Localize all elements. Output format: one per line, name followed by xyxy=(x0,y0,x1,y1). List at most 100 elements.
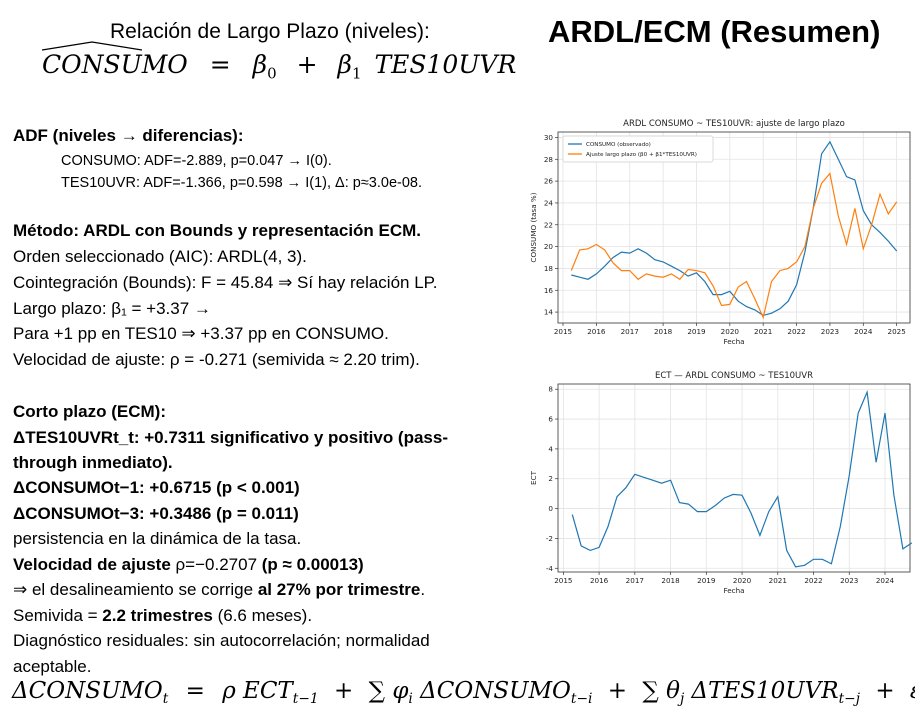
x-tick-label: 2021 xyxy=(754,327,772,336)
ecm-plus-3: + xyxy=(875,678,895,704)
hat-accent-icon xyxy=(42,41,142,51)
y-tick-label: 28 xyxy=(544,155,554,164)
y-tick-label: 0 xyxy=(548,504,553,513)
diagnostics-line: Diagnóstico residuales: sin autocorrelac… xyxy=(13,631,430,650)
ecm-lhs: ΔCONSUMO xyxy=(12,678,163,704)
ecm-ect-subscript: t−1 xyxy=(292,690,319,707)
ecm-theta: θ xyxy=(666,678,680,704)
x-axis-label: Fecha xyxy=(723,337,744,346)
halflife-months: (6.6 meses). xyxy=(212,606,313,625)
halflife-label: Semivida = xyxy=(13,606,103,625)
x-tick-label: 2022 xyxy=(804,576,822,585)
x-tick-label: 2020 xyxy=(721,327,740,336)
short-run-halflife-line: Semivida = 2.2 trimestres (6.6 meses). xyxy=(13,605,312,627)
equals-sign: = xyxy=(209,50,231,79)
adf-line-tes10uvr: TES10UVR: ADF=-1.366, p=0.598 → I(1), Δ:… xyxy=(61,175,422,191)
x-tick-label: 2025 xyxy=(888,327,906,336)
legend-label: Ajuste largo plazo (β0 + β1*TES10UVR) xyxy=(586,152,697,158)
y-tick-label: 18 xyxy=(544,264,554,273)
ecm-phi-subscript: i xyxy=(408,690,413,707)
ecm-equals: = xyxy=(185,678,205,704)
y-tick-label: 6 xyxy=(548,415,553,424)
halflife-value: 2.2 trimestres xyxy=(102,606,213,625)
method-title: Método: ARDL con Bounds y representación… xyxy=(13,221,422,240)
method-line-interpretation: Para +1 pp en TES10 ⇒ +3.37 pp en CONSUM… xyxy=(13,324,389,343)
adf-line-consumo: CONSUMO: ADF=-2.889, p=0.047 → I(0). xyxy=(61,153,332,169)
ecm-phi: φ xyxy=(392,678,409,704)
series-line-2 xyxy=(570,172,898,320)
x-tick-label: 2022 xyxy=(787,327,805,336)
plus-sign: + xyxy=(296,50,318,79)
ecm-dconsumo: ΔCONSUMO xyxy=(420,678,571,704)
adf-title: ADF (niveles → diferencias): xyxy=(13,126,244,145)
y-tick-label: 26 xyxy=(544,177,554,186)
correction-text: ⇒ el desalineamiento se corrige xyxy=(13,580,258,599)
x-tick-label: 2024 xyxy=(854,327,873,336)
method-line-longrun: Largo plazo: β₁ = +3.37 → xyxy=(13,299,211,318)
short-run-consumo-lag1: ΔCONSUMOt−1: +0.6715 (p < 0.001) xyxy=(13,478,300,497)
plot-frame xyxy=(557,383,911,573)
beta0-symbol: β xyxy=(252,50,268,79)
x-tick-label: 2021 xyxy=(769,576,787,585)
tes10uvr-symbol: TES10UVR xyxy=(374,50,517,79)
x-tick-label: 2017 xyxy=(621,327,639,336)
longrun-fit-chart: ARDL CONSUMO ~ TES10UVR: ajuste de largo… xyxy=(529,119,911,346)
x-tick-label: 2023 xyxy=(821,327,839,336)
y-tick-label: 22 xyxy=(544,220,553,229)
x-tick-label: 2015 xyxy=(554,576,572,585)
short-run-title: Corto plazo (ECM): xyxy=(13,402,166,421)
beta0-subscript: 0 xyxy=(267,64,277,83)
speed-pvalue: (p ≈ 0.00013) xyxy=(261,555,364,574)
y-tick-label: 20 xyxy=(544,242,554,251)
ecm-equation: ΔCONSUMOt = ρ ECTt−1 + ∑ φi ΔCONSUMOt−i … xyxy=(12,678,915,707)
short-run-tes-line: ΔTES10UVRt_t: +0.7311 significativo y po… xyxy=(13,428,449,447)
y-tick-label: 8 xyxy=(548,385,553,394)
method-line-speed: Velocidad de ajuste: ρ = -0.271 (semivid… xyxy=(13,350,420,369)
x-tick-label: 2016 xyxy=(587,327,606,336)
ecm-theta-subscript: j xyxy=(679,690,685,707)
x-tick-label: 2019 xyxy=(697,576,716,585)
speed-label: Velocidad de ajuste xyxy=(13,555,171,574)
ecm-ect: ECT xyxy=(243,678,293,704)
short-run-consumo-lag3: ΔCONSUMOt−3: +0.3486 (p = 0.011) xyxy=(13,504,299,523)
chart-title: ARDL CONSUMO ~ TES10UVR: ajuste de largo… xyxy=(623,119,845,129)
y-axis-label: ECT xyxy=(529,470,538,485)
beta1-symbol: β xyxy=(337,50,352,79)
x-tick-label: 2018 xyxy=(654,327,673,336)
long-run-equation: CONSUMO = β0 + β1 TES10UVR xyxy=(42,50,516,82)
ecm-dtes10uvr-subscript: t−j xyxy=(838,690,860,707)
method-line-bounds: Cointegración (Bounds): F = 45.84 ⇒ Sí h… xyxy=(13,273,438,292)
x-tick-label: 2016 xyxy=(590,576,609,585)
diagnostics-line-cont: aceptable. xyxy=(13,657,92,676)
y-tick-label: 2 xyxy=(548,474,553,483)
speed-rho: ρ=−0.2707 xyxy=(170,555,262,574)
x-tick-label: 2018 xyxy=(661,576,680,585)
legend-label: CONSUMO (observado) xyxy=(586,142,651,148)
x-tick-label: 2020 xyxy=(733,576,752,585)
ect-chart: ECT — ARDL CONSUMO ~ TES10UVR 2015 2016 201… xyxy=(529,371,913,595)
long-run-heading: Relación de Largo Plazo (niveles): xyxy=(110,20,430,43)
slide-title: ARDL/ECM (Resumen) xyxy=(548,14,881,49)
y-tick-label: 16 xyxy=(544,286,554,295)
chart-title: ECT — ARDL CONSUMO ~ TES10UVR xyxy=(655,371,813,381)
ecm-rho: ρ xyxy=(222,678,236,704)
series-line-1 xyxy=(571,389,913,568)
short-run-persistence: persistencia en la dinámica de la tasa. xyxy=(13,529,302,548)
ecm-sum-2: ∑ xyxy=(642,678,659,704)
legend-box xyxy=(562,135,714,163)
correction-rate: al 27% por trimestre xyxy=(257,580,421,599)
ecm-dconsumo-subscript: t−i xyxy=(570,690,593,707)
plot-frame xyxy=(557,131,911,324)
ecm-plus-2: + xyxy=(607,678,628,704)
short-run-correction-line: ⇒ el desalineamiento se corrige al 27% p… xyxy=(13,579,425,601)
ecm-dtes10uvr: ΔTES10UVR xyxy=(691,678,839,704)
y-tick-label: -2 xyxy=(546,534,553,543)
y-axis-label: CONSUMO (tasa %) xyxy=(529,192,538,262)
series-line-1 xyxy=(571,140,898,317)
y-tick-label: 24 xyxy=(544,198,554,207)
y-tick-label: 14 xyxy=(544,308,554,317)
y-tick-label: 30 xyxy=(544,133,554,142)
y-tick-label: 4 xyxy=(548,444,553,453)
correction-end: . xyxy=(420,580,426,599)
ecm-plus-1: + xyxy=(333,678,354,704)
